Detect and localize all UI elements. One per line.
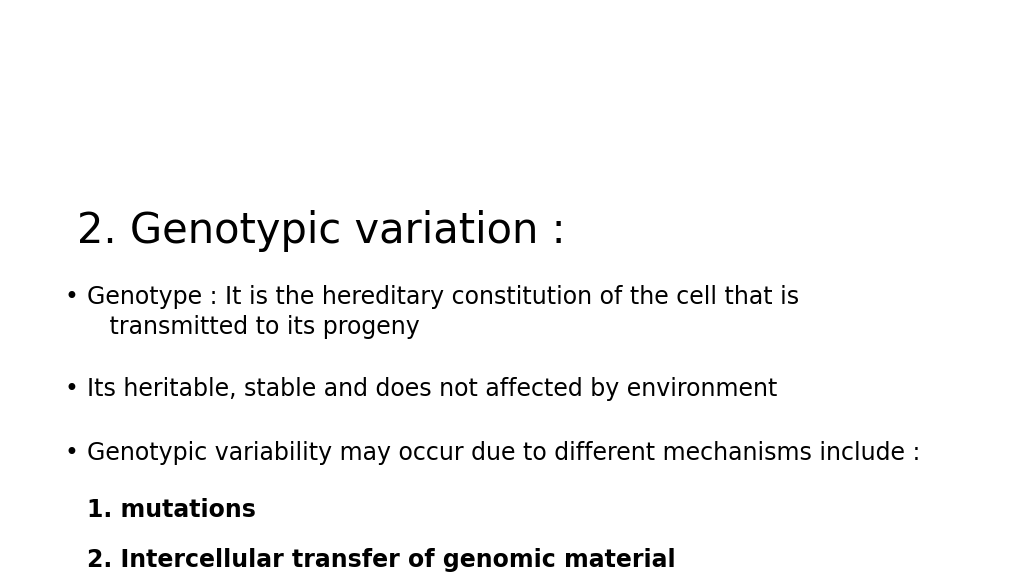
Text: 2. Intercellular transfer of genomic material: 2. Intercellular transfer of genomic mat…	[87, 548, 676, 573]
Text: •: •	[65, 441, 79, 465]
Text: Genotype : It is the hereditary constitution of the cell that is
   transmitted : Genotype : It is the hereditary constitu…	[87, 285, 799, 339]
Text: Genotypic variability may occur due to different mechanisms include :: Genotypic variability may occur due to d…	[87, 441, 921, 465]
Text: •: •	[65, 377, 79, 401]
Text: 1. mutations: 1. mutations	[87, 498, 256, 522]
Text: Its heritable, stable and does not affected by environment: Its heritable, stable and does not affec…	[87, 377, 777, 401]
Text: •: •	[65, 285, 79, 309]
Text: 2. Genotypic variation :: 2. Genotypic variation :	[77, 210, 565, 252]
